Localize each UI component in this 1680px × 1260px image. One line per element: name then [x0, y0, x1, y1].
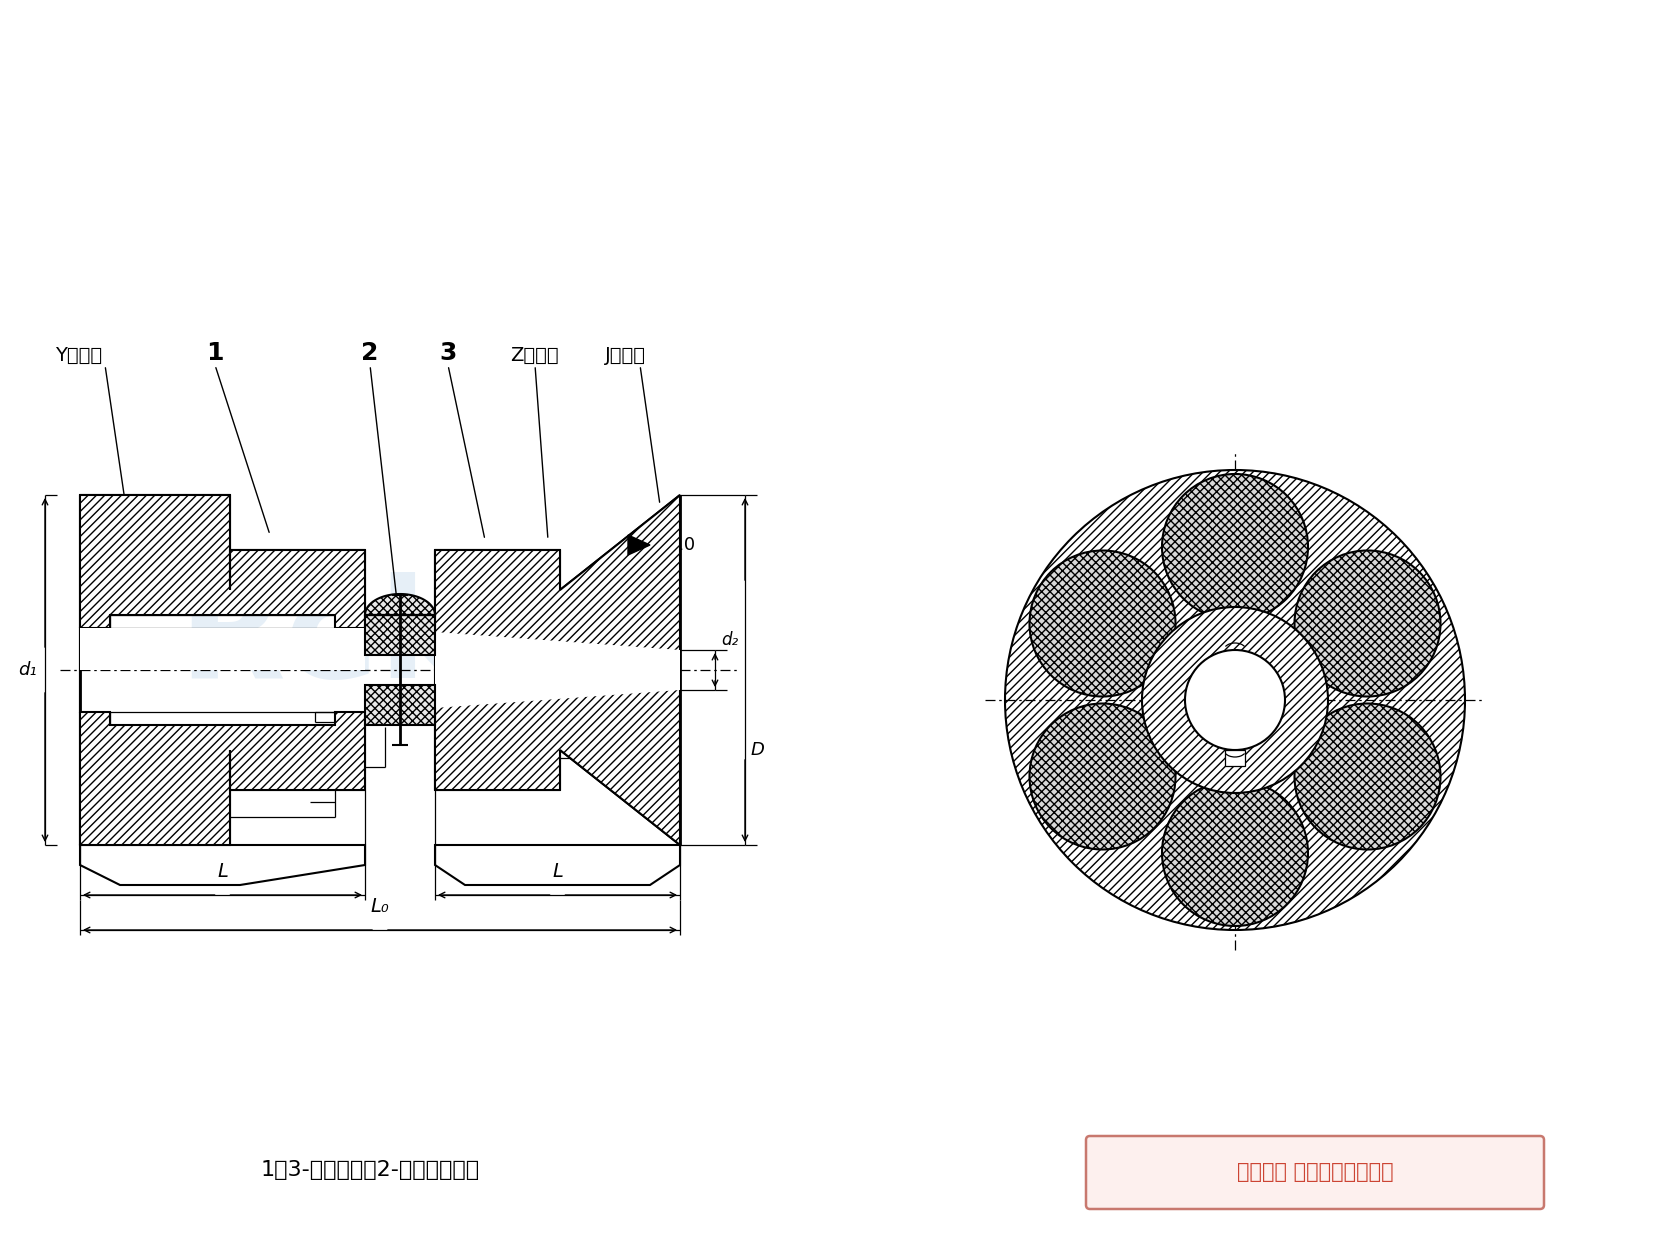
Text: 1:10: 1:10 — [655, 536, 696, 554]
Polygon shape — [365, 685, 435, 724]
Text: L₀: L₀ — [371, 897, 390, 916]
Polygon shape — [365, 593, 435, 615]
Text: 3: 3 — [438, 341, 457, 365]
Text: 1: 1 — [207, 341, 223, 365]
Polygon shape — [435, 670, 680, 708]
Text: 1、3-半联轴器；2-梅花形弹性件: 1、3-半联轴器；2-梅花形弹性件 — [260, 1160, 479, 1181]
Circle shape — [1030, 703, 1176, 849]
Circle shape — [1030, 551, 1176, 697]
Polygon shape — [81, 845, 365, 885]
Polygon shape — [628, 536, 650, 554]
Circle shape — [1005, 470, 1465, 930]
Circle shape — [1163, 780, 1309, 926]
Circle shape — [1163, 474, 1309, 620]
Polygon shape — [365, 615, 435, 655]
Text: L: L — [217, 862, 228, 881]
Text: L: L — [553, 862, 563, 881]
Text: d₁: d₁ — [18, 662, 37, 679]
Text: J型轴孔: J型轴孔 — [605, 346, 647, 365]
Text: Z型轴孔: Z型轴孔 — [511, 346, 559, 365]
Circle shape — [1142, 607, 1327, 793]
Polygon shape — [81, 670, 365, 845]
Polygon shape — [435, 670, 680, 845]
Polygon shape — [435, 633, 680, 670]
Circle shape — [1295, 703, 1440, 849]
Polygon shape — [435, 495, 680, 670]
Circle shape — [1184, 650, 1285, 750]
Text: d₂: d₂ — [721, 631, 738, 649]
Polygon shape — [81, 627, 365, 670]
Text: 版权所有 侵权必被严厉追究: 版权所有 侵权必被严厉追究 — [1236, 1163, 1393, 1182]
Text: Reke: Reke — [178, 572, 563, 708]
Polygon shape — [435, 845, 680, 885]
Text: Reke: Reke — [1082, 626, 1389, 733]
Bar — [1225, 750, 1245, 766]
FancyBboxPatch shape — [1085, 1137, 1544, 1210]
Text: D: D — [751, 741, 764, 759]
Circle shape — [1295, 551, 1440, 697]
Text: 2: 2 — [361, 341, 378, 365]
Polygon shape — [81, 495, 365, 670]
Text: Y型轴孔: Y型轴孔 — [55, 346, 102, 365]
